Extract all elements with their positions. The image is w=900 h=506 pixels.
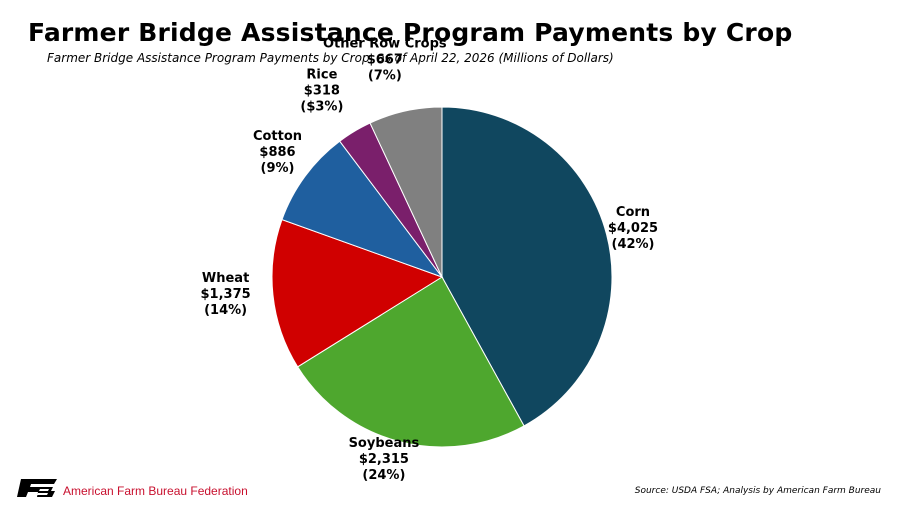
pie-slice-corn [441,106,613,427]
pie-label-cotton: Cotton $886 (9%) [253,129,302,176]
chart-subtitle: Farmer Bridge Assistance Program Payment… [47,51,614,65]
pie-slice-other-row-crops [369,106,443,278]
pie-slice-cotton [281,140,444,279]
pie-label-soybeans: Soybeans $2,315 (24%) [349,436,420,483]
pie-label-wheat: Wheat $1,375 (14%) [201,271,251,318]
pie-label-rice: Rice $318 ($3%) [300,68,343,115]
pie-label-corn: Corn $4,025 (42%) [608,205,658,252]
chart-title: Farmer Bridge Assistance Program Payment… [28,18,793,47]
pie-slice-soybeans [296,276,525,448]
pie-slice-wheat [271,218,444,368]
pie-label-other-row-crops: Other Row Crops $667 (7%) [323,37,447,84]
organization-name: American Farm Bureau Federation [63,484,248,498]
afbf-logo-icon [17,479,57,497]
source-note: Source: USDA FSA; Analysis by American F… [634,486,881,496]
